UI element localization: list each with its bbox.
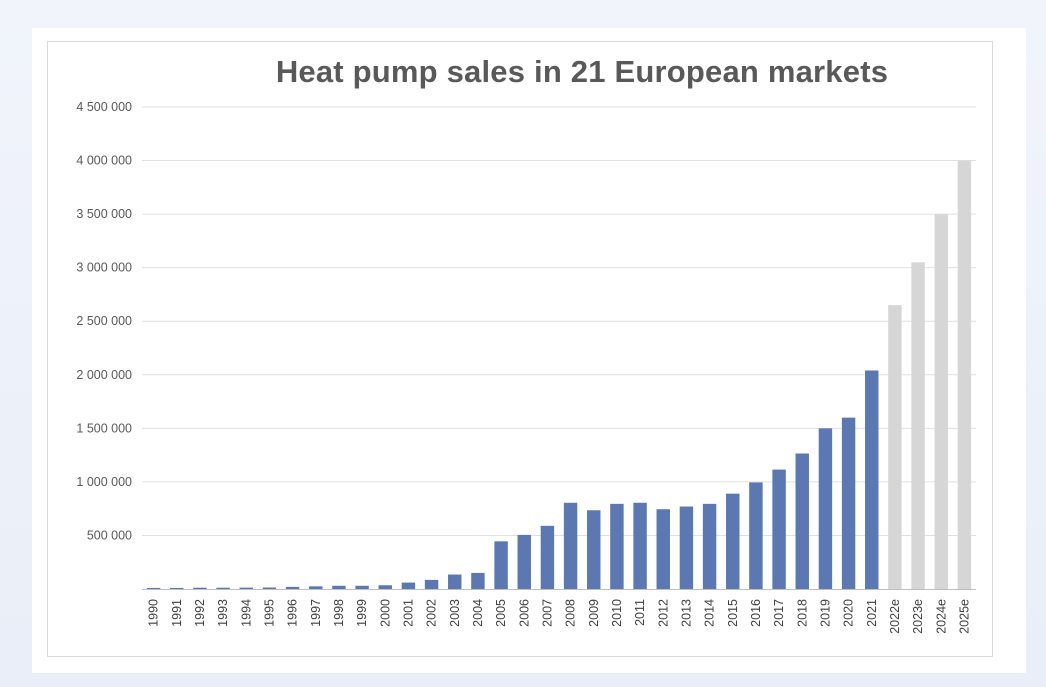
bar <box>401 582 416 589</box>
bars <box>146 160 972 590</box>
bar-estimate <box>911 262 925 589</box>
x-tick-label: 1999 <box>355 599 369 627</box>
x-tick-label: 1995 <box>262 599 276 627</box>
x-tick-label: 2014 <box>703 599 717 627</box>
chart-title: Heat pump sales in 21 European markets <box>275 54 889 89</box>
bar <box>146 587 161 589</box>
bar <box>239 587 253 589</box>
x-tick-label: 1994 <box>239 599 253 627</box>
x-tick-label: 2021 <box>865 599 879 627</box>
y-axis-tick-labels: 500 000 1 000 000 1 500 000 2 000 000 2 500 … <box>76 100 132 542</box>
bar <box>795 453 809 589</box>
bar <box>726 493 740 589</box>
x-tick-label: 1992 <box>193 599 207 627</box>
x-tick-label: 2018 <box>795 599 809 627</box>
bar <box>309 586 323 589</box>
x-tick-label: 2000 <box>378 599 392 627</box>
bar <box>702 503 717 589</box>
bar <box>656 509 670 589</box>
y-tick-label: 4 000 000 <box>76 154 132 168</box>
x-tick-label: 2008 <box>564 599 578 627</box>
y-tick-label: 1 500 000 <box>76 421 132 435</box>
bar <box>633 502 647 589</box>
x-tick-label: 1996 <box>286 599 300 627</box>
x-tick-label: 2009 <box>587 599 601 627</box>
bar <box>517 534 531 589</box>
bar <box>818 428 833 589</box>
bar <box>772 469 786 589</box>
bar-estimate <box>934 214 948 589</box>
x-tick-label: 1990 <box>147 599 161 627</box>
x-tick-label: 2005 <box>494 599 508 627</box>
y-tick-label: 2 500 000 <box>76 314 132 328</box>
bar <box>841 417 856 589</box>
x-tick-label: 2003 <box>448 599 462 627</box>
x-tick-label: 2002 <box>425 599 439 627</box>
bar <box>540 525 555 589</box>
x-tick-label: 2022e <box>888 599 902 634</box>
bar <box>679 506 694 589</box>
bar <box>378 585 392 589</box>
x-tick-label: 2016 <box>749 599 763 627</box>
bar <box>448 574 462 589</box>
bar-estimate <box>888 305 902 589</box>
y-tick-label: 2 000 000 <box>76 368 132 382</box>
x-tick-label: 2019 <box>818 599 832 627</box>
x-tick-label: 2015 <box>726 599 740 627</box>
y-tick-label: 1 000 000 <box>76 475 132 489</box>
x-tick-label: 2011 <box>633 599 647 626</box>
x-tick-label: 1993 <box>216 599 230 627</box>
bar <box>865 370 879 589</box>
x-tick-label: 2023e <box>911 599 925 634</box>
bar <box>563 502 578 589</box>
bar <box>216 587 230 589</box>
bar <box>193 587 207 589</box>
x-tick-label: 2013 <box>679 599 693 627</box>
y-tick-label: 4 500 000 <box>76 100 132 114</box>
gridlines <box>142 106 976 536</box>
bar <box>424 579 439 589</box>
x-tick-label: 2001 <box>401 599 415 627</box>
y-tick-label: 3 000 000 <box>76 261 132 275</box>
x-tick-label: 1991 <box>170 599 184 627</box>
x-tick-label: 2007 <box>540 599 554 627</box>
bar <box>332 585 346 589</box>
x-axis-tick-labels: 1990 1991 1992 1993 1994 1995 1996 1997 1998 1999… <box>147 599 972 634</box>
bar <box>749 482 763 589</box>
x-tick-label: 1997 <box>309 599 323 627</box>
bar <box>587 510 601 589</box>
bar <box>262 587 277 589</box>
bar <box>355 585 369 589</box>
x-tick-label: 2010 <box>610 599 624 627</box>
x-tick-label: 2012 <box>656 599 670 627</box>
y-tick-label: 3 500 000 <box>76 207 132 221</box>
x-tick-label: 2006 <box>517 599 531 627</box>
x-tick-label: 2025e <box>957 599 971 634</box>
bar <box>285 586 300 589</box>
bar <box>170 587 184 589</box>
x-tick-label: 2004 <box>471 599 485 627</box>
x-tick-label: 1998 <box>332 599 346 627</box>
x-tick-label: 2017 <box>772 599 786 627</box>
y-tick-label: 500 000 <box>87 528 132 542</box>
bar-estimate <box>957 160 972 590</box>
bar <box>494 541 508 589</box>
bar <box>610 503 624 589</box>
bar <box>471 572 485 589</box>
x-tick-label: 2020 <box>842 599 856 627</box>
x-tick-label: 2024e <box>934 599 948 634</box>
